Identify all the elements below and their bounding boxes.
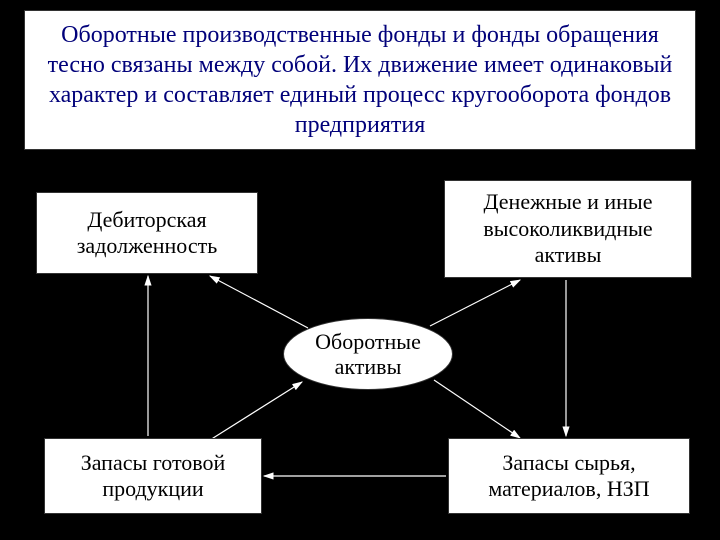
header-text: Оборотные производственные фонды и фонды… bbox=[45, 20, 675, 140]
node-top-right-label: Денежные и иные высоколиквидные активы bbox=[455, 189, 681, 268]
node-bottom-left-label: Запасы готовой продукции bbox=[55, 450, 251, 503]
header-box: Оборотные производственные фонды и фонды… bbox=[24, 10, 696, 150]
node-top-right: Денежные и иные высоколиквидные активы bbox=[444, 180, 692, 278]
node-bottom-left: Запасы готовой продукции bbox=[44, 438, 262, 514]
node-top-left: Дебиторская задолженность bbox=[36, 192, 258, 274]
node-bottom-right-label: Запасы сырья, материалов, НЗП bbox=[459, 450, 679, 503]
node-bottom-right: Запасы сырья, материалов, НЗП bbox=[448, 438, 690, 514]
center-label: Оборотные активы bbox=[284, 329, 452, 380]
center-ellipse: Оборотные активы bbox=[283, 318, 453, 390]
node-top-left-label: Дебиторская задолженность bbox=[47, 207, 247, 260]
